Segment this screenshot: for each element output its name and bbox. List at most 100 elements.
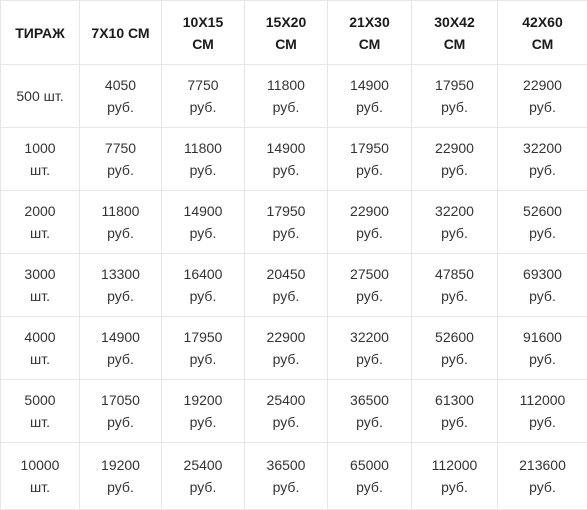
price-currency: руб.	[529, 351, 556, 367]
price-currency: руб.	[189, 479, 217, 495]
header-text: СМ	[192, 35, 214, 52]
price-cell: 61300 руб.	[411, 379, 498, 443]
price-cell: 65000 руб.	[327, 442, 412, 510]
price-value: 22900	[435, 140, 474, 156]
price-value: 4050	[104, 77, 137, 93]
qty-cell: 1000 шт.	[0, 127, 80, 191]
header-text: СМ	[358, 35, 381, 52]
qty-text: 10000	[20, 457, 60, 473]
price-cell: 112000 руб.	[411, 442, 498, 510]
table-row: 4000 шт. 14900 руб. 17950 руб. 22900 руб. 32…	[0, 316, 587, 380]
price-currency: руб.	[189, 99, 217, 115]
price-currency: руб.	[272, 351, 300, 367]
price-currency: руб.	[107, 351, 134, 367]
qty-text: 2000	[24, 203, 56, 219]
header-text: 21X30	[349, 13, 390, 30]
price-currency: руб.	[441, 99, 468, 115]
price-value: 52600	[523, 203, 562, 219]
price-value: 17950	[183, 329, 223, 345]
price-value: 32200	[523, 140, 562, 156]
price-value: 22900	[350, 203, 389, 219]
price-currency: руб.	[356, 225, 383, 241]
price-value: 91600	[523, 329, 562, 345]
qty-text: 3000	[24, 266, 56, 282]
price-value: 19200	[101, 457, 140, 473]
price-value: 13300	[101, 266, 140, 282]
price-currency: руб.	[441, 225, 468, 241]
qty-text: шт.	[30, 479, 50, 495]
price-value: 36500	[350, 392, 389, 408]
price-currency: руб.	[441, 414, 468, 430]
price-cell: 27500 руб.	[327, 253, 412, 317]
price-value: 16400	[183, 266, 223, 282]
price-currency: руб.	[272, 414, 300, 430]
price-cell: 32200 руб.	[497, 127, 587, 191]
price-currency: руб.	[356, 479, 383, 495]
qty-text: 4000	[24, 329, 56, 345]
header-size-21x30: 21X30 СМ	[327, 0, 412, 65]
table-row: 5000 шт. 17050 руб. 19200 руб. 25400 руб. 36…	[0, 379, 587, 443]
price-cell: 11800 руб.	[161, 127, 245, 191]
price-cell: 91600 руб.	[497, 316, 587, 380]
price-cell: 25400 руб.	[161, 442, 245, 510]
qty-cell: 500 шт.	[0, 64, 80, 128]
price-currency: руб.	[107, 414, 134, 430]
price-cell: 7750 руб.	[79, 127, 162, 191]
price-currency: руб.	[272, 225, 300, 241]
price-value: 32200	[350, 329, 389, 345]
price-value: 47850	[435, 266, 474, 282]
header-text: ТИРАЖ	[15, 24, 65, 41]
price-currency: руб.	[107, 99, 134, 115]
price-currency: руб.	[529, 288, 556, 304]
price-currency: руб.	[529, 414, 556, 430]
header-text: 30X42	[434, 13, 475, 30]
price-cell: 7750 руб.	[161, 64, 245, 128]
price-value: 19200	[183, 392, 223, 408]
price-value: 14900	[350, 77, 389, 93]
price-currency: руб.	[356, 288, 383, 304]
price-currency: руб.	[189, 414, 217, 430]
qty-cell: 10000 шт.	[0, 442, 80, 510]
price-value: 69300	[523, 266, 562, 282]
price-currency: руб.	[107, 162, 134, 178]
qty-cell: 3000 шт.	[0, 253, 80, 317]
price-cell: 19200 руб.	[79, 442, 162, 510]
qty-cell: 2000 шт.	[0, 190, 80, 254]
price-cell: 17950 руб.	[411, 64, 498, 128]
header-text: СМ	[275, 35, 297, 52]
price-cell: 17950 руб.	[327, 127, 412, 191]
price-currency: руб.	[272, 162, 300, 178]
price-currency: руб.	[529, 99, 556, 115]
price-cell: 17950 руб.	[244, 190, 328, 254]
price-value: 65000	[350, 457, 389, 473]
header-text: 42X60	[522, 13, 563, 30]
price-cell: 32200 руб.	[327, 316, 412, 380]
header-size-7x10: 7X10 СМ	[79, 0, 162, 65]
price-value: 36500	[266, 457, 306, 473]
price-cell: 112000 руб.	[497, 379, 587, 443]
price-currency: руб.	[529, 479, 556, 495]
price-cell: 19200 руб.	[161, 379, 245, 443]
price-currency: руб.	[189, 162, 217, 178]
price-value: 25400	[183, 457, 223, 473]
price-value: 7750	[104, 140, 137, 156]
price-value: 22900	[266, 329, 306, 345]
header-size-15x20: 15X20 СМ	[244, 0, 328, 65]
price-currency: руб.	[441, 288, 468, 304]
price-value: 27500	[350, 266, 389, 282]
price-cell: 11800 руб.	[244, 64, 328, 128]
price-value: 14900	[183, 203, 223, 219]
table-row: 500 шт. 4050 руб. 7750 руб. 11800 руб. 1490…	[0, 64, 587, 128]
price-value: 52600	[435, 329, 474, 345]
table-row: 1000 шт. 7750 руб. 11800 руб. 14900 руб. 179…	[0, 127, 587, 191]
price-value: 11800	[267, 77, 305, 93]
price-currency: руб.	[356, 351, 383, 367]
header-text: 7X10 СМ	[91, 24, 150, 41]
price-cell: 17050 руб.	[79, 379, 162, 443]
header-qty: ТИРАЖ	[0, 0, 80, 65]
price-value: 112000	[431, 457, 478, 473]
price-cell: 20450 руб.	[244, 253, 328, 317]
price-cell: 14900 руб.	[244, 127, 328, 191]
price-currency: руб.	[272, 479, 300, 495]
price-value: 14900	[266, 140, 306, 156]
